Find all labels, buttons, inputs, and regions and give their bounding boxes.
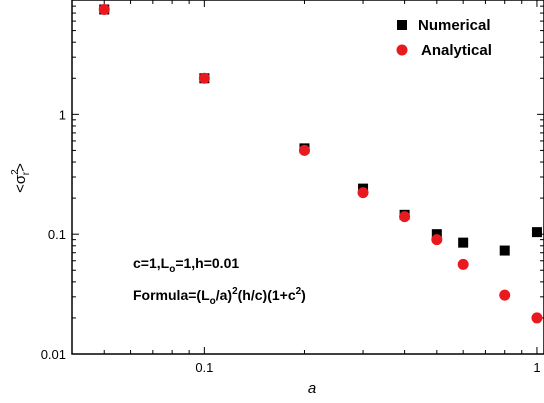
x-axis-title: a	[308, 380, 316, 397]
legend: Numerical Analytical	[396, 17, 492, 59]
point-analytical	[457, 258, 469, 270]
point-analytical	[298, 144, 310, 156]
point-numerical	[458, 237, 469, 248]
point-numerical	[499, 245, 510, 256]
point-analytical	[198, 72, 210, 84]
point-analytical	[431, 234, 443, 246]
legend-marker-analytical	[396, 44, 408, 56]
point-numerical	[531, 227, 542, 238]
data-points	[98, 3, 543, 324]
axis-ticks	[71, 0, 544, 355]
legend-marker-numerical	[397, 20, 407, 30]
point-analytical	[357, 187, 369, 199]
tick-labels: 0.1 1 0.01 0.1 1	[41, 107, 541, 375]
y-axis-title: <σ2r>	[10, 163, 32, 193]
series-analytical	[98, 3, 543, 324]
x-tick-label: 0.1	[195, 360, 213, 375]
formula-annotation: Formula=(Lo/a)2(h/c)(1+c2)	[133, 286, 306, 307]
legend-label-numerical: Numerical	[418, 17, 491, 34]
point-analytical	[499, 289, 511, 301]
point-analytical	[399, 211, 411, 223]
x-tick-label: 1	[533, 360, 540, 375]
params-annotation: c=1,Lo=1,h=0.01	[133, 255, 239, 275]
y-tick-label: 1	[59, 107, 66, 122]
y-tick-label: 0.01	[41, 347, 66, 362]
y-tick-label: 0.1	[48, 227, 66, 242]
svg-text:<σ2r>: <σ2r>	[10, 163, 32, 193]
point-analytical	[531, 312, 543, 324]
point-analytical	[98, 3, 110, 15]
legend-label-analytical: Analytical	[421, 42, 492, 59]
